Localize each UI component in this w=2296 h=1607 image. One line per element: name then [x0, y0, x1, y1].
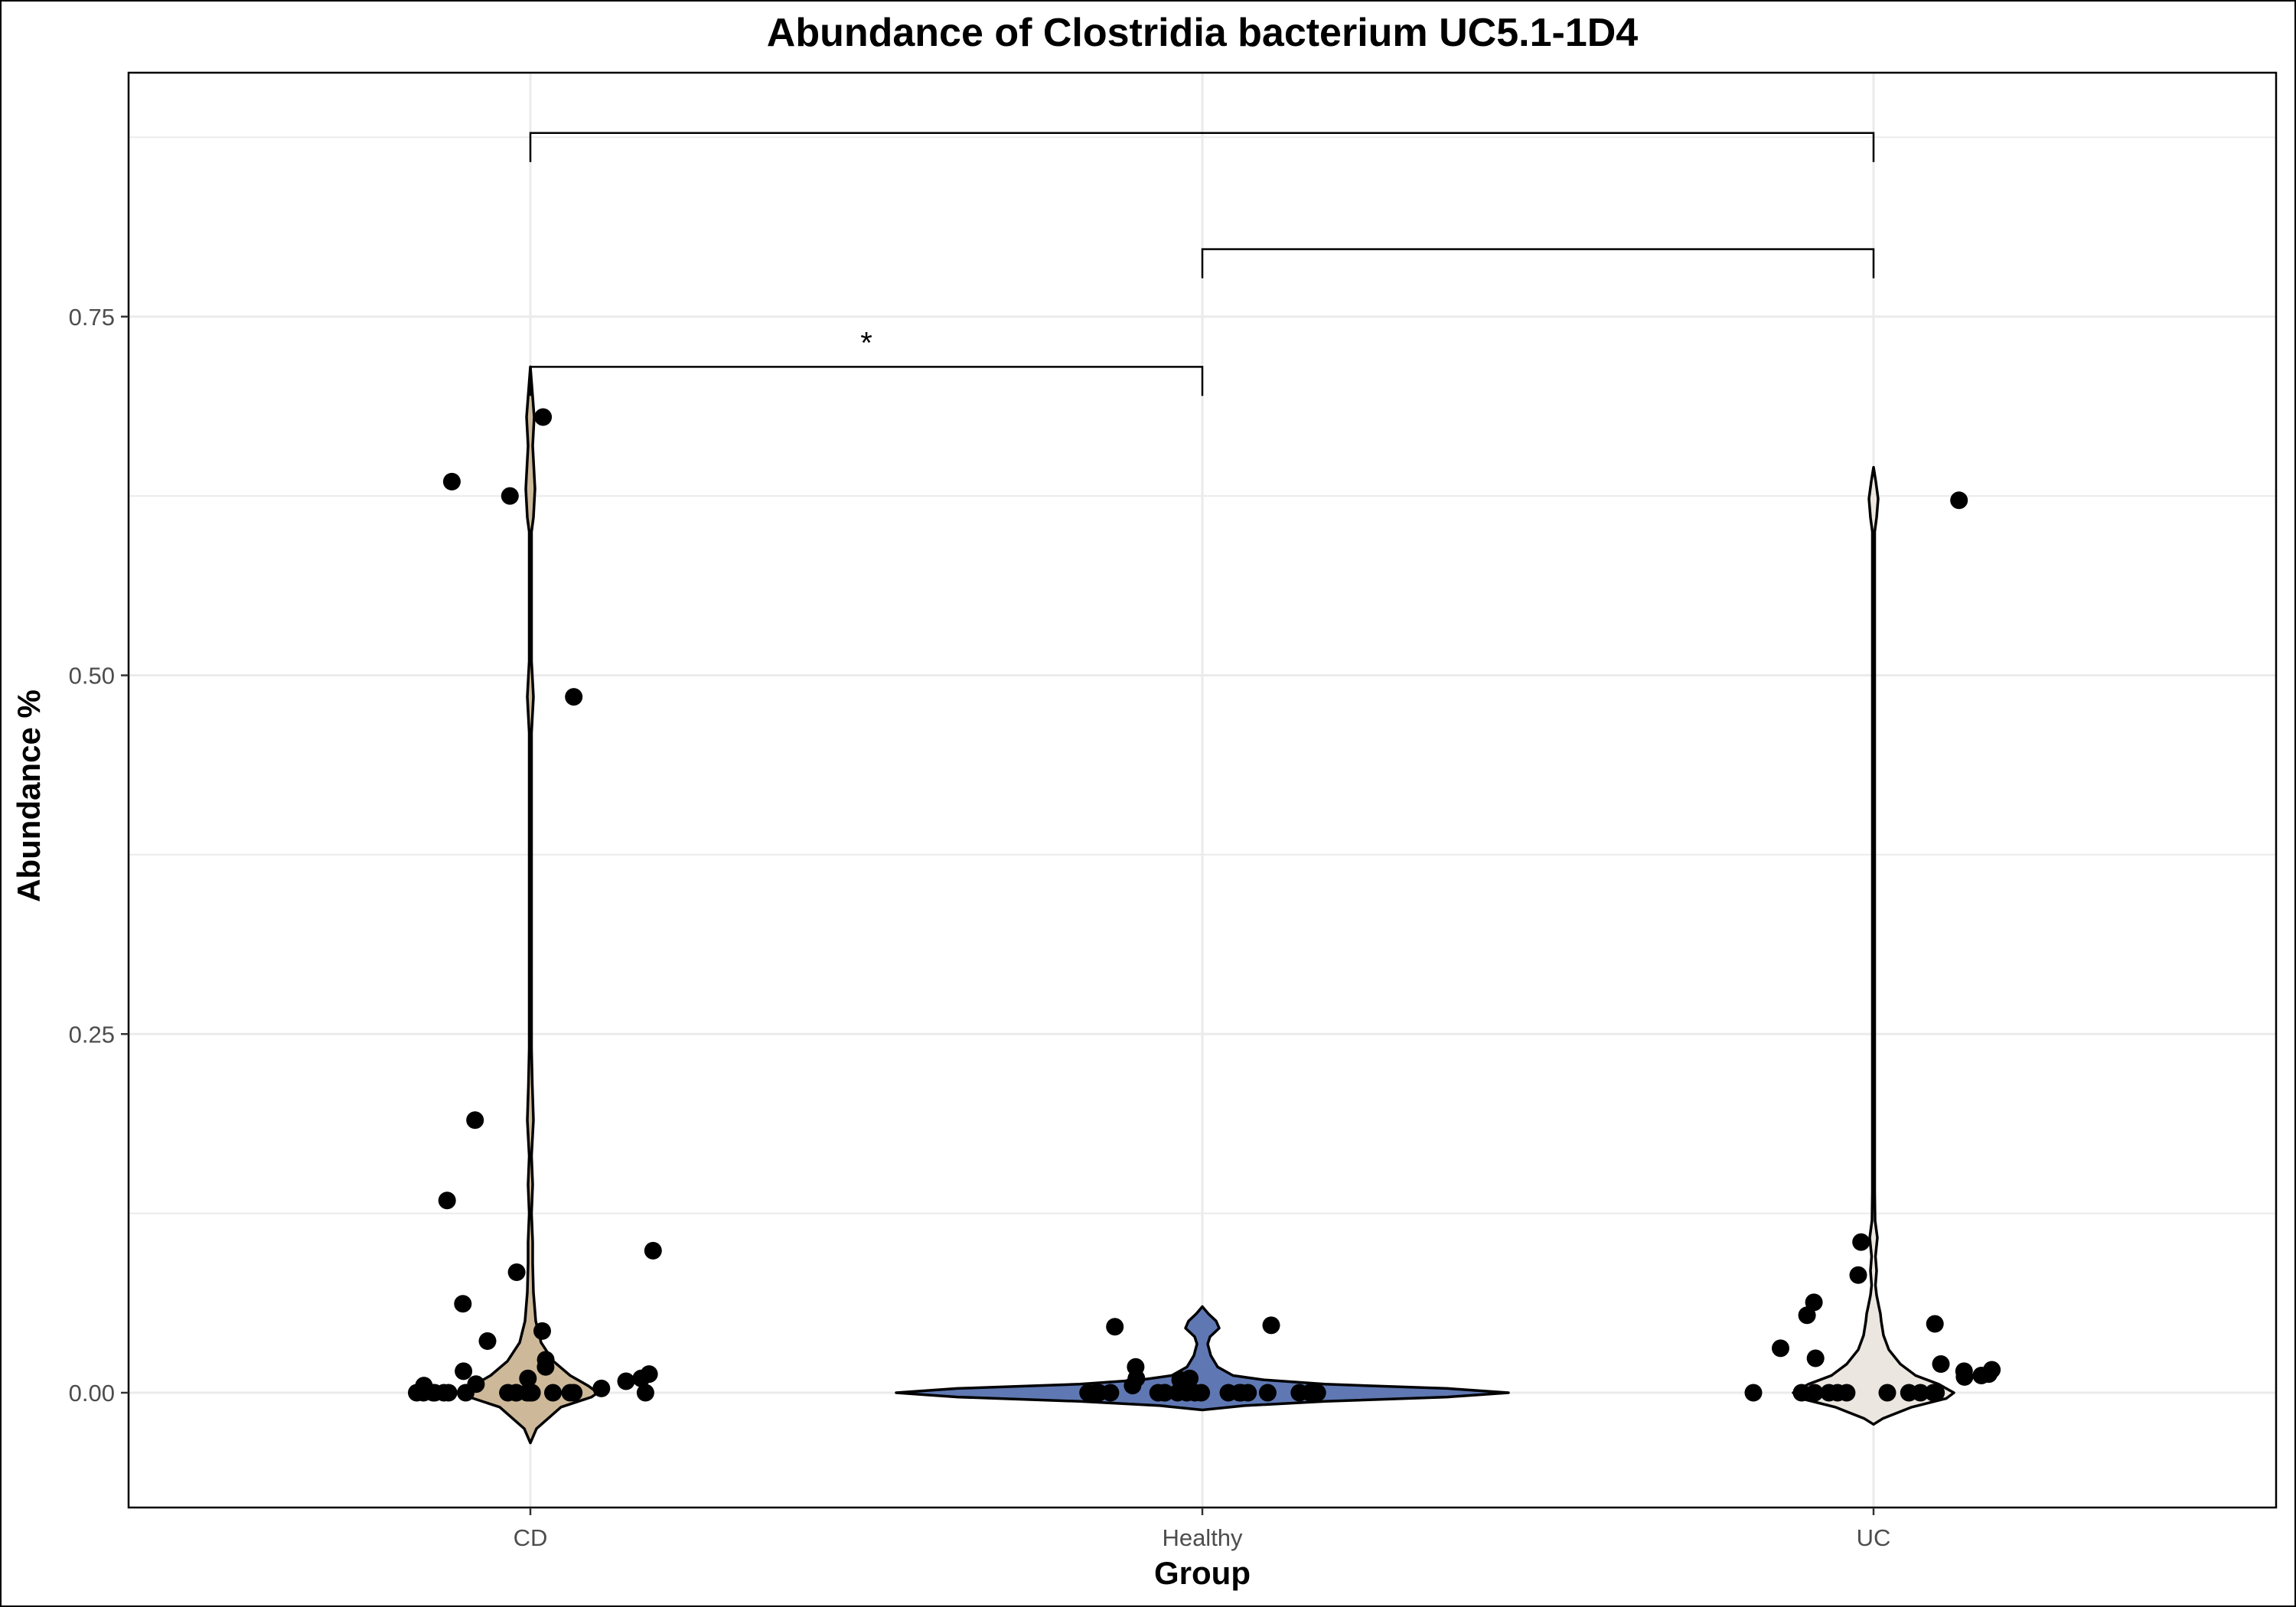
data-point-uc: [1955, 1367, 1974, 1386]
data-point-cd: [519, 1369, 537, 1387]
axes: 0.00 0.25 0.50 0.75 CD Healthy UC: [69, 304, 1891, 1551]
points: [408, 408, 2001, 1402]
data-point-uc: [1772, 1339, 1789, 1358]
data-point-uc: [1798, 1306, 1816, 1325]
y-tick-label: 0.25: [69, 1021, 115, 1048]
grid: [129, 73, 2276, 1508]
data-point-uc: [1878, 1384, 1896, 1402]
data-point-uc: [1852, 1233, 1870, 1251]
data-point-healthy: [1178, 1375, 1196, 1393]
data-point-cd: [617, 1372, 635, 1390]
data-point-cd: [536, 1358, 555, 1376]
data-point-healthy: [1149, 1384, 1167, 1402]
y-tick-label: 0.50: [69, 663, 115, 689]
data-point-healthy: [1262, 1316, 1280, 1335]
data-point-healthy: [1079, 1384, 1097, 1402]
data-point-cd: [533, 1322, 551, 1340]
y-axis-title: Abundance %: [11, 689, 47, 902]
data-point-cd: [544, 1384, 562, 1402]
data-point-cd: [408, 1384, 426, 1402]
x-tick-label-cd: CD: [514, 1524, 548, 1551]
chart-title: Abundance of Clostridia bacterium UC5.1-…: [767, 11, 1639, 55]
data-point-cd: [454, 1295, 472, 1313]
data-point-cd: [426, 1384, 444, 1402]
data-point-cd: [565, 688, 583, 706]
x-tick-label-healthy: Healthy: [1162, 1524, 1243, 1551]
violin-healthy: [895, 1305, 1510, 1412]
bracket-healthy-uc: [1201, 248, 1875, 279]
data-point-cd: [439, 1384, 458, 1402]
data-point-healthy: [1192, 1384, 1211, 1402]
bracket-cd-healthy: [529, 366, 1204, 396]
data-point-cd: [466, 1111, 484, 1129]
data-point-cd: [455, 1362, 473, 1380]
data-point-healthy: [1308, 1384, 1326, 1402]
data-point-cd: [501, 487, 519, 505]
data-point-healthy: [1231, 1384, 1248, 1402]
x-axis-title: Group: [1154, 1555, 1251, 1591]
data-point-cd: [442, 472, 461, 491]
data-point-cd: [507, 1384, 526, 1402]
data-point-uc: [1950, 491, 1968, 510]
data-point-healthy: [1127, 1358, 1145, 1376]
y-tick-label: 0.00: [69, 1380, 115, 1407]
data-point-cd: [565, 1384, 583, 1402]
data-point-healthy: [1106, 1318, 1124, 1336]
data-point-healthy: [1258, 1384, 1277, 1402]
data-point-uc: [1805, 1384, 1824, 1402]
violin-uc: [1792, 465, 1955, 1426]
data-point-uc: [1980, 1365, 1998, 1384]
data-point-uc: [1926, 1315, 1944, 1333]
data-point-cd: [438, 1191, 456, 1210]
data-point-cd: [467, 1375, 485, 1393]
data-point-uc: [1838, 1384, 1856, 1402]
data-point-cd: [592, 1379, 611, 1397]
data-point-cd: [534, 408, 553, 426]
data-point-cd: [636, 1384, 654, 1402]
x-tick-label-uc: UC: [1857, 1524, 1891, 1551]
data-point-uc: [1911, 1384, 1929, 1402]
bracket-cd-uc: [529, 132, 1875, 162]
data-point-uc: [1924, 1384, 1942, 1402]
data-point-cd: [644, 1241, 662, 1260]
data-point-uc: [1849, 1266, 1867, 1284]
data-point-healthy: [1124, 1377, 1142, 1395]
y-tick-label: 0.75: [69, 304, 115, 331]
data-point-cd: [640, 1365, 658, 1384]
data-point-cd: [478, 1332, 497, 1350]
significance-label: *: [860, 326, 872, 360]
data-point-healthy: [1290, 1384, 1309, 1402]
data-point-uc: [1932, 1355, 1950, 1373]
violin-cd: [461, 365, 599, 1445]
data-point-cd: [507, 1263, 526, 1281]
data-point-uc: [1805, 1293, 1823, 1312]
data-point-uc: [1806, 1349, 1825, 1367]
violins: [461, 365, 1955, 1445]
data-point-uc: [1744, 1384, 1763, 1402]
significance-brackets: *: [529, 132, 1875, 396]
data-point-uc: [1792, 1384, 1811, 1402]
